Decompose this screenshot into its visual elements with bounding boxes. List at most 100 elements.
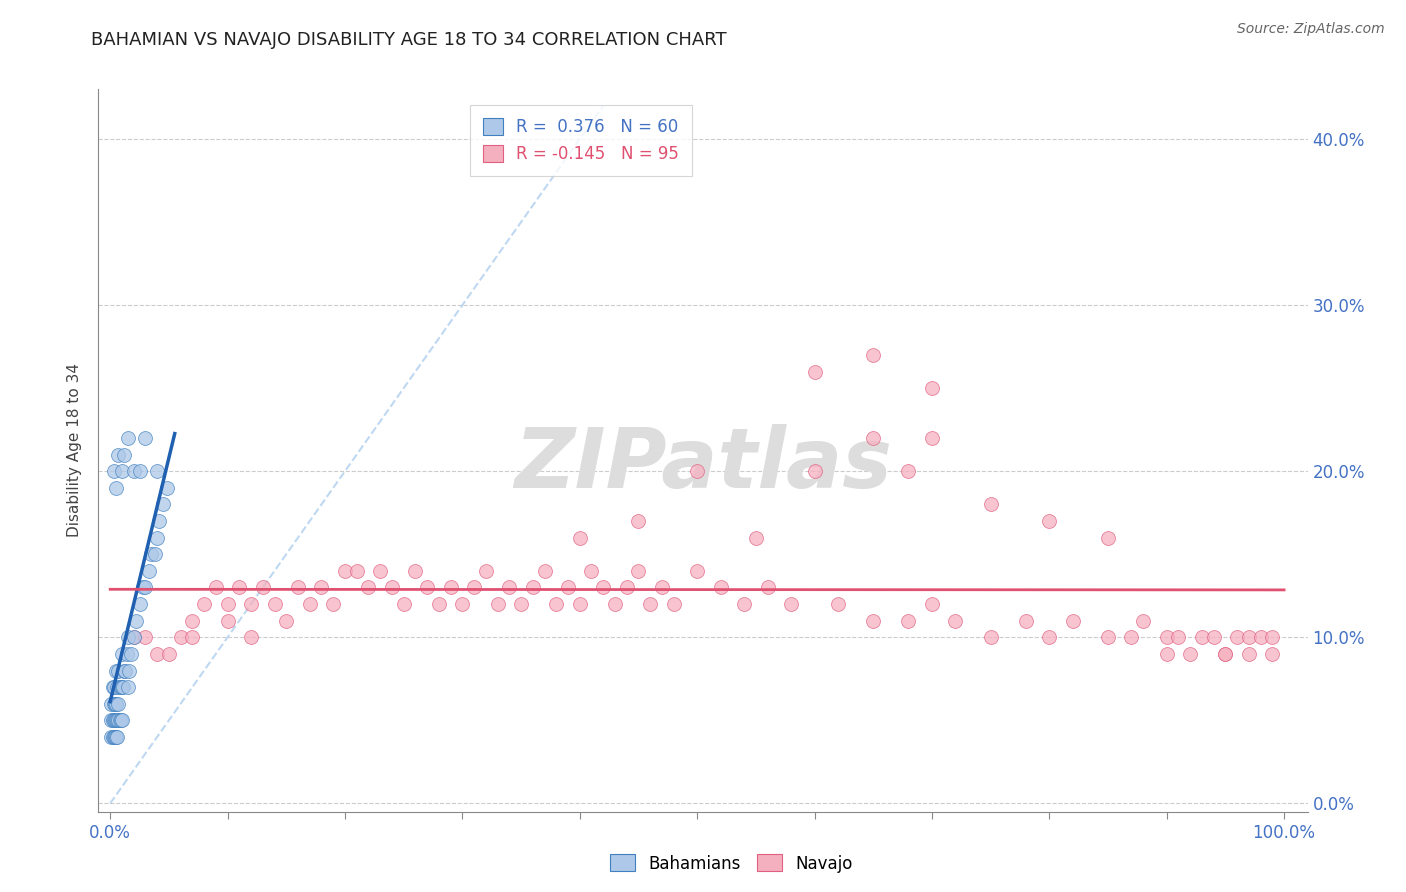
Legend: Bahamians, Navajo: Bahamians, Navajo — [603, 847, 859, 880]
Point — [117, 680, 139, 694]
Point — [134, 630, 156, 644]
Point — [427, 597, 450, 611]
Point — [686, 464, 709, 478]
Point — [498, 581, 520, 595]
Point — [111, 714, 134, 728]
Point — [111, 464, 134, 478]
Point — [146, 531, 169, 545]
Point — [157, 647, 180, 661]
Point — [980, 498, 1002, 512]
Point — [897, 464, 920, 478]
Point — [146, 647, 169, 661]
Point — [1038, 514, 1060, 528]
Point — [803, 464, 825, 478]
Point — [107, 664, 129, 678]
Point — [104, 714, 127, 728]
Point — [522, 581, 544, 595]
Point — [143, 547, 166, 561]
Point — [132, 581, 155, 595]
Point — [103, 680, 125, 694]
Point — [193, 597, 215, 611]
Point — [803, 365, 825, 379]
Point — [107, 697, 129, 711]
Point — [107, 448, 129, 462]
Point — [463, 581, 485, 595]
Point — [780, 597, 803, 611]
Point — [346, 564, 368, 578]
Point — [105, 714, 128, 728]
Point — [112, 664, 135, 678]
Point — [117, 431, 139, 445]
Point — [1156, 647, 1178, 661]
Point — [381, 581, 404, 595]
Point — [287, 581, 309, 595]
Point — [141, 547, 163, 561]
Point — [921, 431, 943, 445]
Point — [134, 581, 156, 595]
Point — [368, 564, 391, 578]
Point — [101, 680, 124, 694]
Point — [122, 464, 145, 478]
Point — [111, 647, 134, 661]
Point — [592, 581, 614, 595]
Point — [181, 630, 204, 644]
Point — [322, 597, 344, 611]
Point — [138, 564, 160, 578]
Point — [152, 498, 174, 512]
Point — [134, 431, 156, 445]
Point — [217, 614, 239, 628]
Point — [108, 680, 131, 694]
Point — [111, 680, 134, 694]
Point — [108, 714, 131, 728]
Point — [616, 581, 638, 595]
Point — [276, 614, 298, 628]
Point — [105, 730, 128, 744]
Point — [128, 464, 150, 478]
Point — [105, 664, 128, 678]
Y-axis label: Disability Age 18 to 34: Disability Age 18 to 34 — [67, 363, 83, 538]
Point — [122, 630, 145, 644]
Point — [1097, 630, 1119, 644]
Point — [101, 714, 124, 728]
Point — [862, 348, 884, 362]
Point — [1237, 630, 1260, 644]
Point — [533, 564, 555, 578]
Point — [627, 564, 650, 578]
Point — [181, 614, 204, 628]
Point — [980, 630, 1002, 644]
Point — [1202, 630, 1225, 644]
Point — [1038, 630, 1060, 644]
Point — [733, 597, 755, 611]
Point — [101, 730, 124, 744]
Point — [103, 464, 125, 478]
Point — [921, 597, 943, 611]
Point — [118, 664, 141, 678]
Point — [1237, 647, 1260, 661]
Point — [146, 464, 169, 478]
Point — [686, 564, 709, 578]
Point — [298, 597, 321, 611]
Text: BAHAMIAN VS NAVAJO DISABILITY AGE 18 TO 34 CORRELATION CHART: BAHAMIAN VS NAVAJO DISABILITY AGE 18 TO … — [91, 31, 727, 49]
Point — [114, 664, 136, 678]
Point — [105, 714, 128, 728]
Point — [117, 630, 139, 644]
Point — [1261, 647, 1284, 661]
Point — [148, 514, 170, 528]
Point — [115, 647, 138, 661]
Point — [568, 597, 591, 611]
Point — [110, 680, 132, 694]
Point — [263, 597, 285, 611]
Point — [756, 581, 779, 595]
Point — [105, 481, 128, 495]
Point — [104, 697, 127, 711]
Point — [204, 581, 226, 595]
Point — [451, 597, 474, 611]
Point — [921, 381, 943, 395]
Point — [581, 564, 603, 578]
Point — [104, 730, 127, 744]
Point — [862, 614, 884, 628]
Point — [1015, 614, 1038, 628]
Point — [169, 630, 191, 644]
Point — [103, 730, 125, 744]
Point — [105, 697, 128, 711]
